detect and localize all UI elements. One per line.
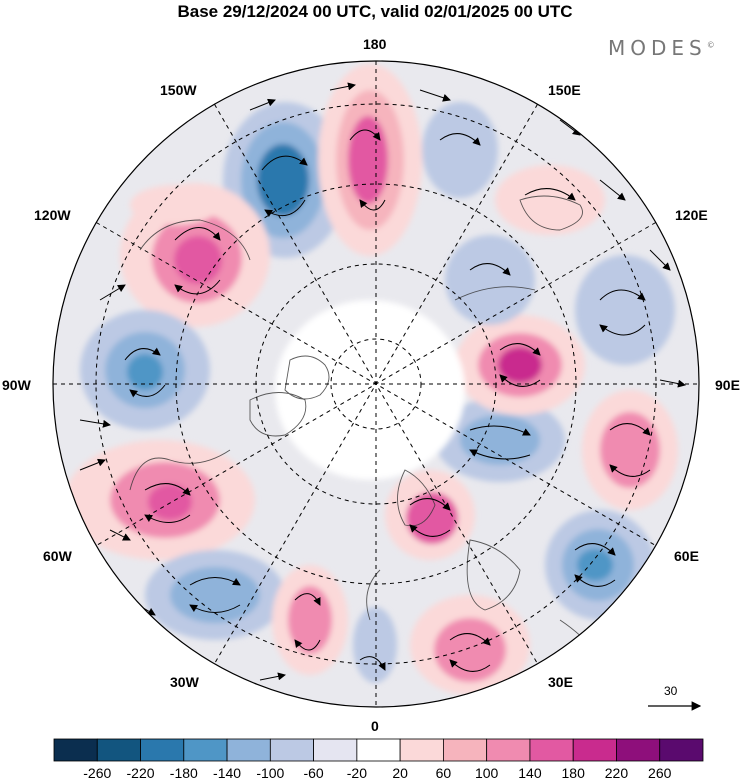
lon-label-30e: 30E — [548, 674, 573, 690]
colorbar-swatch — [183, 738, 228, 762]
colorbar-tick-label: -100 — [256, 765, 285, 781]
colorbar-swatch — [269, 738, 315, 762]
colorbar-swatch — [442, 738, 488, 762]
colorbar-swatch — [659, 738, 704, 762]
anomaly-low-north-pacific-east — [422, 102, 498, 198]
colorbar-swatch — [356, 738, 401, 762]
brand-text: MODES — [608, 36, 707, 60]
lon-label-150e: 150E — [548, 82, 581, 98]
lon-label-90e: 90E — [715, 377, 740, 393]
colorbar-tick-label: -20 — [346, 765, 367, 781]
colorbar-tick-label: 60 — [435, 765, 452, 781]
lon-label-60e: 60E — [674, 548, 699, 564]
lon-label-90w: 90W — [2, 377, 31, 393]
colorbar-swatch — [226, 738, 271, 762]
colorbar-tick-label: 260 — [648, 765, 672, 781]
anomaly-low-mediterranean — [353, 607, 397, 683]
lon-label-180: 180 — [363, 36, 387, 52]
colorbar-swatch — [53, 738, 98, 762]
brand-copyright-mark: © — [706, 40, 715, 50]
colorbar-tick-label: -220 — [126, 765, 155, 781]
wind-vectors — [79, 82, 686, 692]
map-title: Base 29/12/2024 00 UTC, valid 02/01/2025… — [177, 2, 573, 21]
colorbar-tick-label: -260 — [83, 765, 112, 781]
anomaly-low-canada-core — [127, 354, 163, 390]
anomaly-high-africa-core — [434, 618, 506, 682]
anomaly-high-bering-core — [348, 116, 388, 204]
colorbar-tick-label: 180 — [561, 765, 585, 781]
colorbar-tick-label: -180 — [169, 765, 198, 781]
colorbar-swatch — [486, 738, 531, 762]
anomaly-high-europe-core — [288, 586, 332, 654]
colorbar-swatch — [96, 738, 141, 762]
reference-vector-label: 30 — [664, 684, 678, 698]
colorbar-tick-label: 220 — [604, 765, 629, 781]
anomaly-field — [53, 61, 699, 707]
colorbar — [53, 738, 704, 762]
colorbar-swatch — [529, 738, 574, 762]
lon-label-150w: 150W — [160, 82, 197, 98]
modes-logo: MODES© — [608, 36, 715, 60]
anomaly-high-atlantic-core — [148, 484, 192, 520]
anomaly-low-east-siberia — [445, 235, 535, 325]
map-border — [52, 60, 700, 708]
anomaly-high-alaska-core — [174, 236, 222, 284]
anomaly-high-siberia-core — [498, 347, 542, 383]
colorbar-swatch — [572, 738, 617, 762]
lon-label-0: 0 — [371, 718, 379, 734]
lon-label-120w: 120W — [34, 207, 71, 223]
anomaly-low-central-asia-core — [577, 549, 613, 581]
lon-label-60w: 60W — [43, 548, 72, 564]
anomaly-low-atlantic-core — [170, 567, 260, 623]
anomaly-low-far-east — [575, 255, 675, 365]
colorbar-tick-label: 20 — [392, 765, 408, 781]
neutral-polar-region — [275, 300, 465, 480]
colorbar-tick-label: -140 — [213, 765, 242, 781]
anomaly-high-gulf-of-alaska — [130, 185, 220, 225]
anomaly-high-east-asia — [495, 165, 605, 235]
colorbar-swatch — [313, 738, 358, 762]
colorbar-tick-label: 100 — [474, 765, 499, 781]
lon-label-120e: 120E — [675, 207, 708, 223]
colorbar-tick-label: -60 — [303, 765, 324, 781]
colorbar-tick-label: 140 — [518, 765, 542, 781]
colorbar-swatch — [399, 738, 444, 762]
lon-label-30w: 30W — [170, 674, 199, 690]
colorbar-swatch — [140, 738, 185, 762]
colorbar-swatch — [616, 738, 661, 762]
